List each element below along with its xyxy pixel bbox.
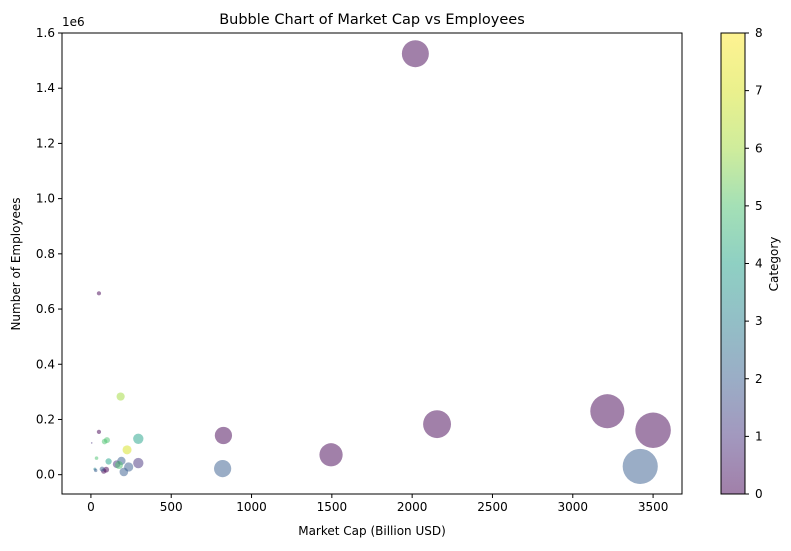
colorbar-tick-label: 5: [755, 199, 763, 213]
bubble-point: [590, 394, 625, 429]
bubble-point: [133, 433, 144, 444]
y-axis-label: Number of Employees: [9, 197, 23, 330]
bubble-point: [96, 429, 102, 435]
x-axis-label: Market Cap (Billion USD): [298, 524, 446, 538]
bubble-point: [133, 457, 144, 469]
bubble-point: [401, 40, 429, 68]
bubble-point: [94, 456, 99, 460]
y-tick-label: 1.0: [36, 192, 55, 206]
bubble-point: [90, 442, 93, 444]
bubble-point: [635, 412, 671, 449]
colorbar-tick-label: 1: [755, 429, 763, 443]
y-offset-label: 1e6: [62, 15, 85, 29]
y-tick-label: 1.4: [36, 81, 55, 95]
bubble-point: [622, 448, 658, 484]
colorbar-tick-label: 7: [755, 84, 763, 98]
bubble-point: [119, 467, 129, 477]
x-tick-label: 0: [87, 500, 95, 514]
colorbar-label: Category: [767, 237, 781, 292]
bubble-point: [319, 443, 343, 467]
y-tick-label: 1.6: [36, 26, 55, 40]
y-tick-label: 0.6: [36, 302, 55, 316]
x-tick-label: 3000: [558, 500, 589, 514]
bubble-point: [214, 426, 233, 445]
colorbar-tick-label: 4: [755, 257, 763, 271]
y-tick-label: 0.8: [36, 247, 55, 261]
x-tick-label: 2500: [477, 500, 508, 514]
colorbar-tick-label: 3: [755, 314, 763, 328]
x-tick-label: 1500: [317, 500, 348, 514]
plot-frame: [61, 32, 683, 495]
x-tick-label: 2000: [397, 500, 428, 514]
bubble-point: [423, 410, 452, 439]
bubble-point: [94, 468, 98, 473]
bubble-point: [122, 445, 132, 455]
y-tick-label: 1.2: [36, 136, 55, 150]
y-tick-label: 0.2: [36, 412, 55, 426]
bubble-point: [115, 461, 123, 469]
y-tick-label: 0.0: [36, 468, 55, 482]
y-tick-label: 0.4: [36, 357, 55, 371]
x-tick-label: 1000: [236, 500, 267, 514]
colorbar-tick-label: 2: [755, 372, 763, 386]
bubble-point: [105, 458, 112, 465]
colorbar-tick-label: 0: [755, 487, 763, 501]
x-tick-label: 500: [160, 500, 183, 514]
x-tick-label: 3500: [638, 500, 669, 514]
colorbar-bar: [720, 32, 746, 495]
bubble-point: [96, 291, 102, 296]
bubble-point: [214, 460, 232, 478]
colorbar-tick-label: 6: [755, 141, 763, 155]
bubble-point: [101, 438, 108, 445]
bubble-point: [116, 392, 125, 401]
colorbar-tick-label: 8: [755, 26, 763, 40]
chart-title: Bubble Chart of Market Cap vs Employees: [219, 12, 525, 28]
bubble-point: [99, 466, 105, 472]
